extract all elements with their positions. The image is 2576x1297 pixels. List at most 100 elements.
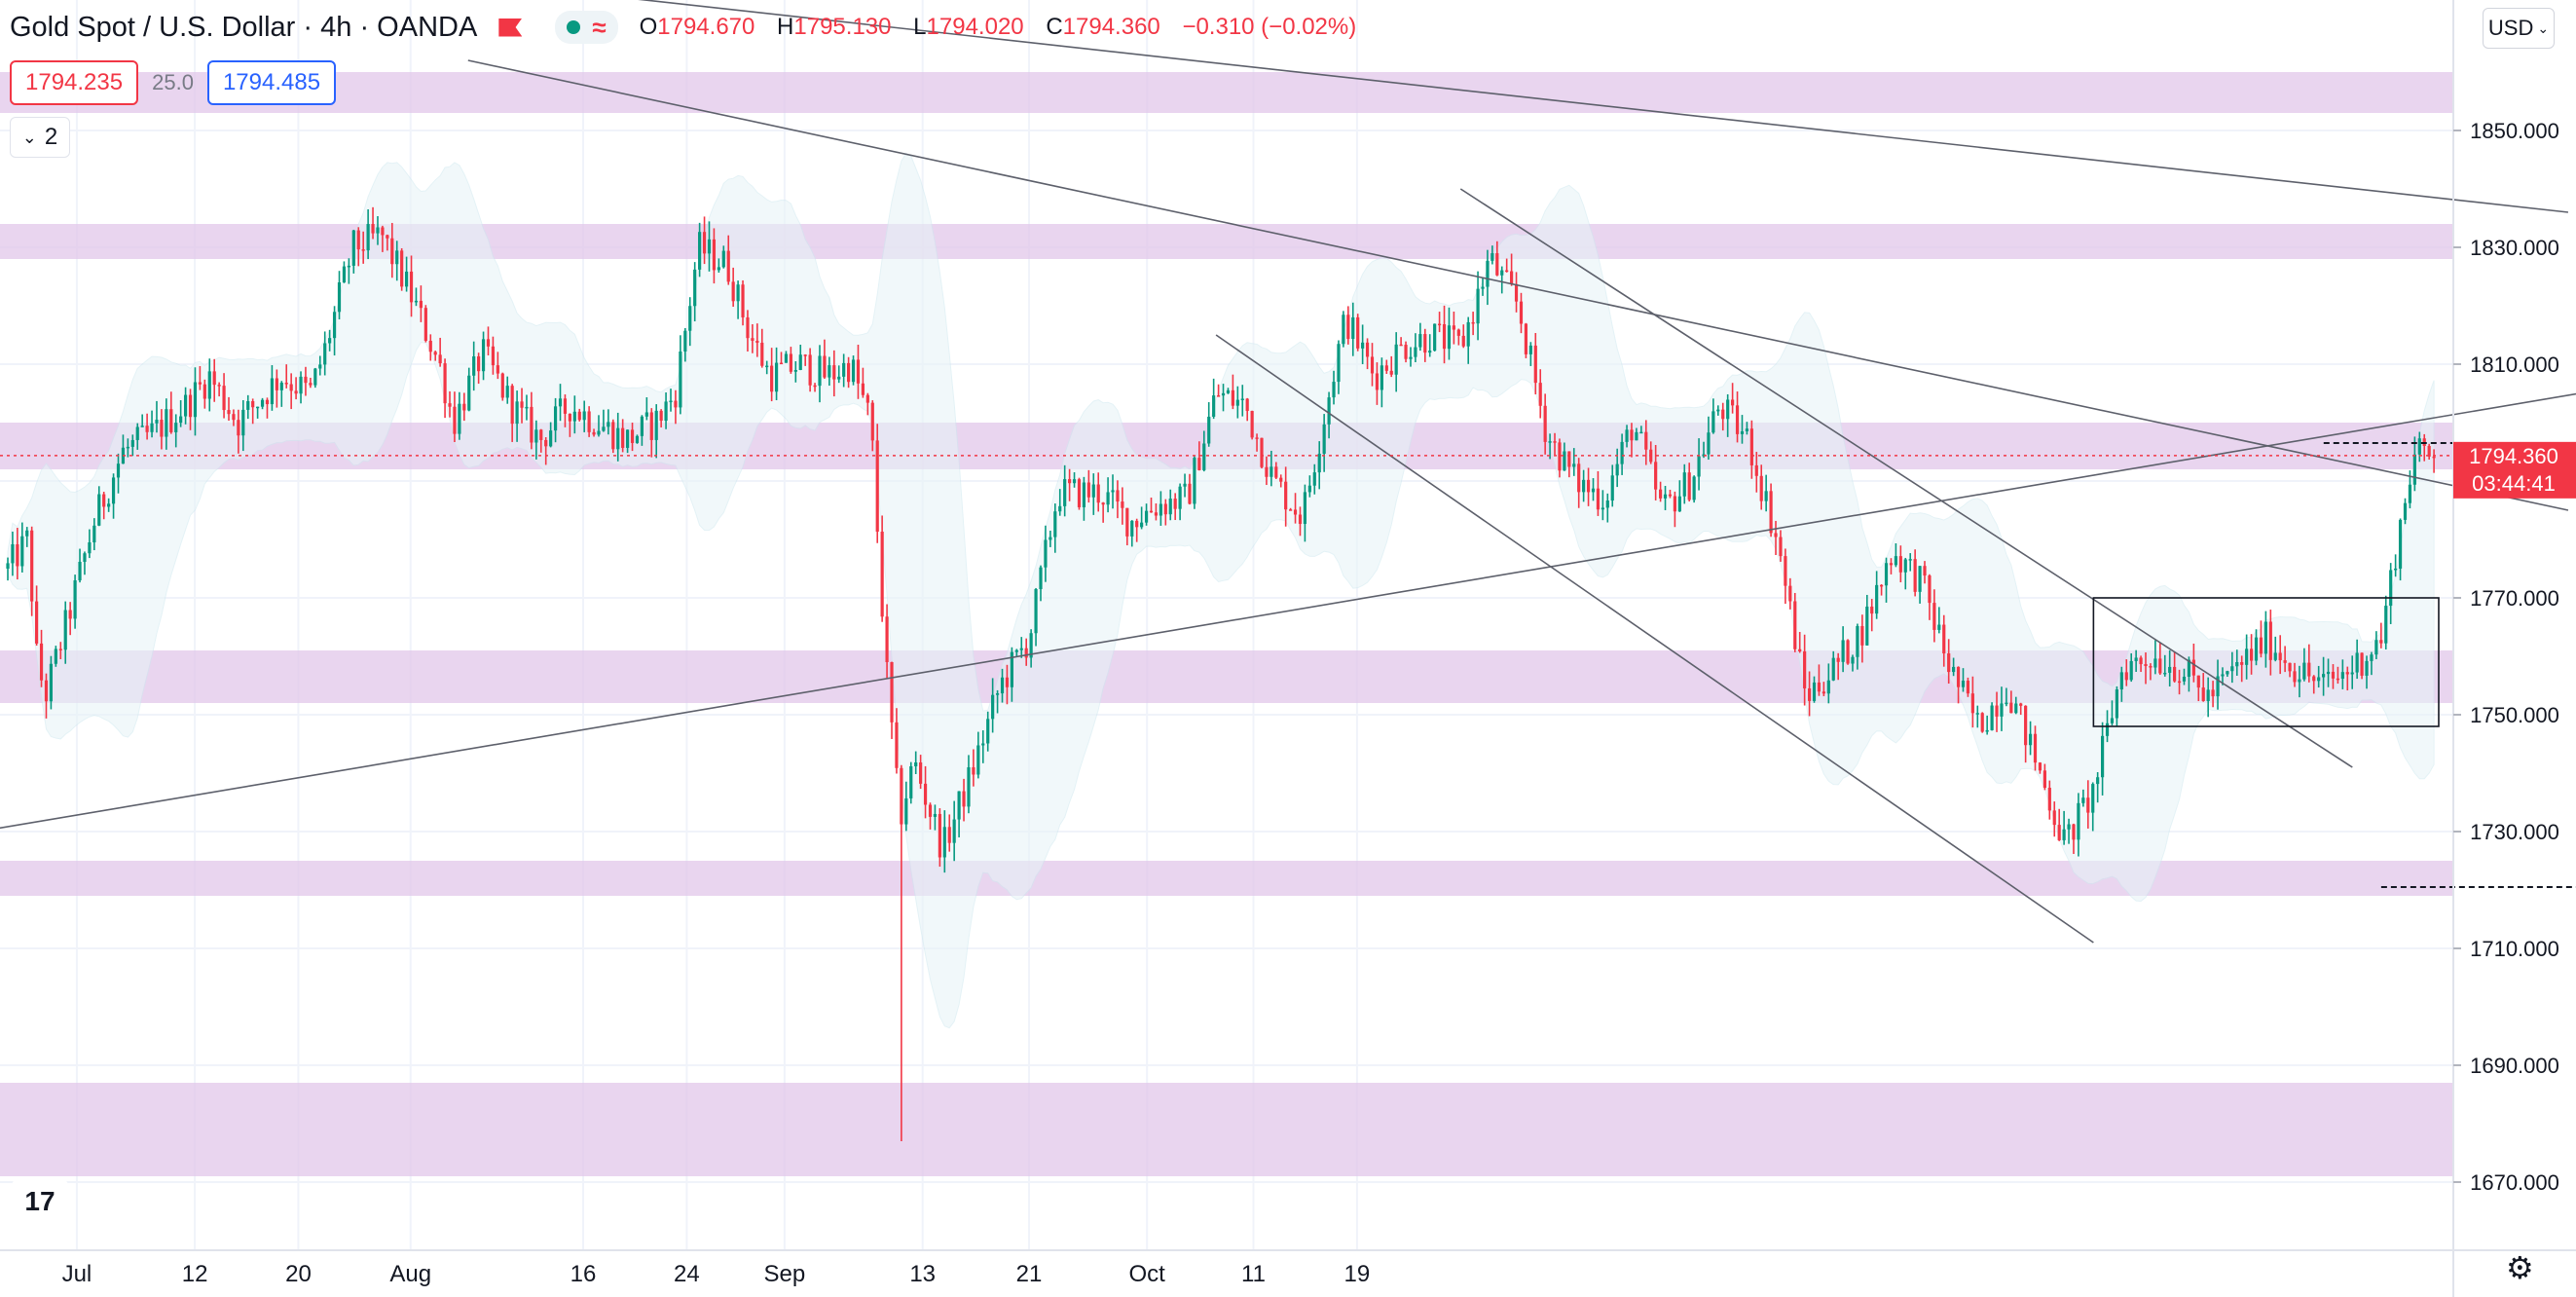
trendline[interactable] [0,376,2576,832]
candle-body [1207,416,1211,444]
settings-gear-icon[interactable]: ⚙ [2506,1250,2534,1285]
candle-body [1759,475,1763,501]
flag-icon[interactable] [498,18,523,37]
candle-body [2009,702,2013,714]
candle-body [145,426,149,432]
buy-button[interactable]: 1794.485 [206,60,337,105]
candle-body [1163,503,1167,515]
candle-body [1101,502,1105,505]
candle-body [2129,660,2133,681]
candle-body [2077,802,2080,840]
candle-body [2221,674,2225,677]
candle-body [1524,323,1528,354]
trendline-drawings[interactable] [0,0,2576,944]
candle-body [1985,729,1989,732]
candle-body [1063,479,1067,506]
candle-body [972,766,975,775]
time-axis[interactable]: Jul 12 20 Aug 16 24 Sep 13 21 Oct 11 19 [62,1261,1371,1287]
candle-body [2201,687,2205,701]
candle-body [1260,437,1264,467]
candle-body [1091,484,1095,498]
sr-zone [0,861,2453,896]
candle-body [2024,705,2028,746]
candle-body [726,250,730,282]
candle-body [2144,664,2148,667]
candle-body [2370,654,2374,661]
candle-body [1096,484,1100,503]
candle-body [1995,705,1999,717]
candle-body [1980,713,1984,732]
candle-body [2336,678,2340,681]
candle-body [669,400,673,403]
trendline[interactable] [0,0,2569,213]
candle-body [1034,589,1038,634]
candle-body [2038,762,2042,771]
price-tick-label: 1770.000 [2470,586,2559,611]
candle-body [1409,356,1413,359]
indicators-toggle[interactable]: ⌄ 2 [10,117,70,158]
price-axis[interactable]: 1850.000 1830.000 1810.000 1770.000 1750.000… [2453,119,2559,1195]
candle-body [2268,621,2272,660]
candle-body [1558,442,1562,471]
candle-body [294,390,298,394]
sell-button[interactable]: 1794.235 [10,60,139,105]
candle-body [842,362,846,377]
candle-body [520,401,524,408]
candle-body [784,353,789,363]
candle-body [813,385,817,388]
trendline[interactable] [1459,188,2353,768]
market-status[interactable]: ≈ [555,11,618,44]
candle-body [635,435,640,443]
candle-body [957,791,961,820]
candle-body [1433,323,1437,352]
consolidation-box[interactable] [2092,597,2440,727]
trendline[interactable] [467,59,2569,511]
candle-body [1125,507,1129,537]
candle-body [1356,316,1360,349]
candle-body [423,308,427,341]
time-tick-label: 19 [1344,1261,1371,1287]
ohlc-change: −0.310 (−0.02%) [1182,14,1357,40]
candle-body [1456,329,1460,336]
candle-body [1361,342,1365,349]
candle-body [1831,657,1835,681]
candle-body [2019,703,2023,706]
candle-body [823,355,827,378]
time-tick-label: 12 [182,1261,208,1287]
candle-body [88,542,92,554]
candle-body [2052,810,2056,826]
candle-body [549,430,553,447]
tradingview-logo-icon[interactable]: 17 [12,1178,68,1225]
sr-zone [0,72,2453,113]
candle-body [592,431,596,435]
candle-body [1563,451,1566,471]
bollinger-band-fill [7,152,2435,1029]
candle-body [433,352,437,355]
candle-body [2331,671,2336,679]
candle-body [1240,398,1244,400]
candle-body [1533,345,1537,384]
candle-body [1298,514,1303,525]
candle-body [679,352,682,408]
candle-body [1740,430,1745,434]
candle-body [1937,624,1941,630]
candle-body [832,365,836,380]
currency-selector[interactable]: USD ⌄ [2483,8,2555,49]
candle-body [453,406,457,434]
candle-body [237,420,240,436]
candle-body [1510,271,1514,284]
candle-body [304,376,308,384]
candle-body [1812,682,1817,701]
candle-body [371,224,375,234]
candle-body [1687,472,1691,500]
candle-body [1447,325,1452,350]
candle-body [1851,656,1855,664]
candle-body [530,406,534,443]
candle-body [1582,479,1586,493]
candle-body [2091,784,2095,813]
trendline[interactable] [1215,334,2094,944]
candle-body [2105,723,2110,736]
candle-body [1726,399,1730,420]
symbol-title[interactable]: Gold Spot / U.S. Dollar · 4h · OANDA [10,11,478,43]
